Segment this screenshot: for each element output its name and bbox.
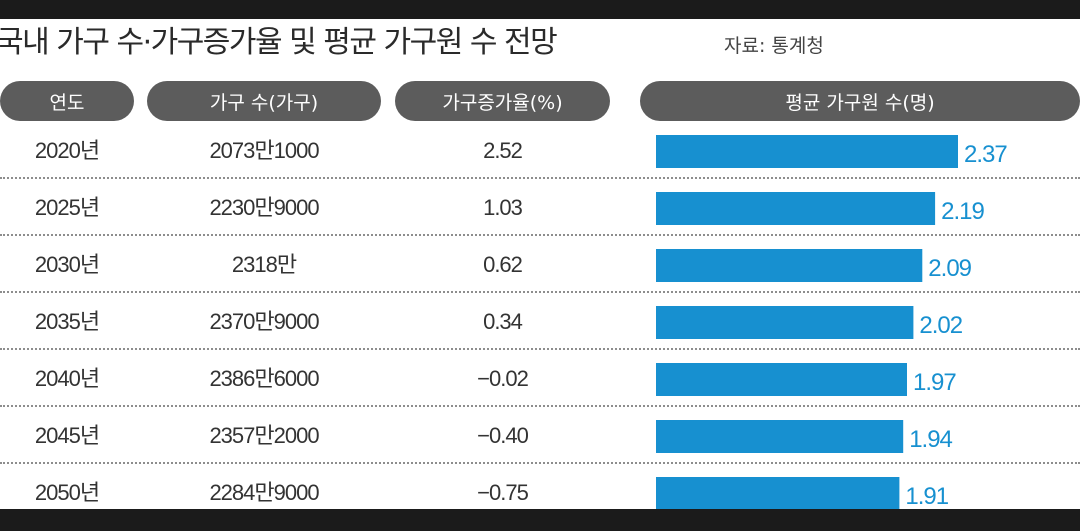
growth-rate-cell: 0.34 — [483, 309, 523, 334]
year-cell: 2040년 — [34, 366, 100, 391]
bar-2035년 — [656, 306, 914, 339]
households-cell: 2357만2000 — [209, 423, 319, 448]
households-cell: 2386만6000 — [209, 366, 319, 391]
year-cell: 2045년 — [34, 423, 100, 448]
growth-rate-cell: −0.02 — [477, 366, 529, 391]
table-row: 2025년 2230만9000 1.03 — [0, 179, 1080, 236]
households-cell: 2370만9000 — [209, 309, 319, 334]
header-growth-rate: 가구증가율(%) — [395, 81, 610, 121]
year-cell: 2035년 — [34, 309, 100, 334]
bar-value-label: 2.19 — [941, 198, 984, 225]
growth-rate-cell: −0.75 — [477, 480, 529, 505]
bar-2045년 — [656, 420, 904, 453]
households-cell: 2318만 — [231, 252, 297, 277]
header-households: 가구 수(가구) — [147, 81, 381, 121]
bar-value-label: 1.91 — [905, 483, 948, 509]
source-note: 자료: 통계청 — [724, 35, 824, 57]
table-row: 2030년 2318만 0.62 — [0, 236, 1080, 293]
growth-rate-cell: 2.52 — [483, 138, 523, 163]
table-row: 2045년 2357만2000 −0.40 — [0, 407, 1080, 464]
bar-value-label: 2.37 — [964, 141, 1007, 168]
header-avg-members: 평균 가구원 수(명) — [640, 81, 1080, 121]
data-table: 2020년 2073만1000 2.52 2025년 2230만9000 1.0… — [0, 122, 1080, 509]
bar-2050년 — [656, 477, 900, 509]
growth-rate-cell: 1.03 — [483, 195, 523, 220]
chart-panel: 국내 가구 수·가구증가율 및 평균 가구원 수 전망 자료: 통계청 연도 가… — [0, 19, 1080, 509]
year-cell: 2020년 — [34, 138, 100, 163]
year-cell: 2050년 — [34, 480, 100, 505]
growth-rate-cell: −0.40 — [477, 423, 529, 448]
table-row: 2035년 2370만9000 0.34 — [0, 293, 1080, 350]
year-cell: 2025년 — [34, 195, 100, 220]
bar-value-label: 2.02 — [919, 312, 962, 339]
bar-value-label: 1.97 — [913, 369, 956, 396]
year-cell: 2030년 — [34, 252, 100, 277]
bar-2030년 — [656, 249, 923, 282]
households-cell: 2284만9000 — [209, 480, 319, 505]
bar-2025년 — [656, 192, 936, 225]
table-row: 2020년 2073만1000 2.52 — [0, 122, 1080, 179]
table-row: 2050년 2284만9000 −0.75 — [0, 464, 1080, 509]
bar-value-label: 1.94 — [909, 426, 952, 453]
households-cell: 2073만1000 — [209, 138, 319, 163]
households-cell: 2230만9000 — [209, 195, 319, 220]
bar-value-label: 2.09 — [928, 255, 971, 282]
bar-2040년 — [656, 363, 907, 396]
chart-title: 국내 가구 수·가구증가율 및 평균 가구원 수 전망 — [0, 25, 558, 60]
header-year: 연도 — [0, 81, 134, 121]
bar-2020년 — [656, 135, 958, 168]
table-row: 2040년 2386만6000 −0.02 — [0, 350, 1080, 407]
growth-rate-cell: 0.62 — [483, 252, 523, 277]
avg-members-bar-chart: 2.37 2.19 2.09 2.02 1.97 1.94 1.91 — [656, 135, 1008, 509]
